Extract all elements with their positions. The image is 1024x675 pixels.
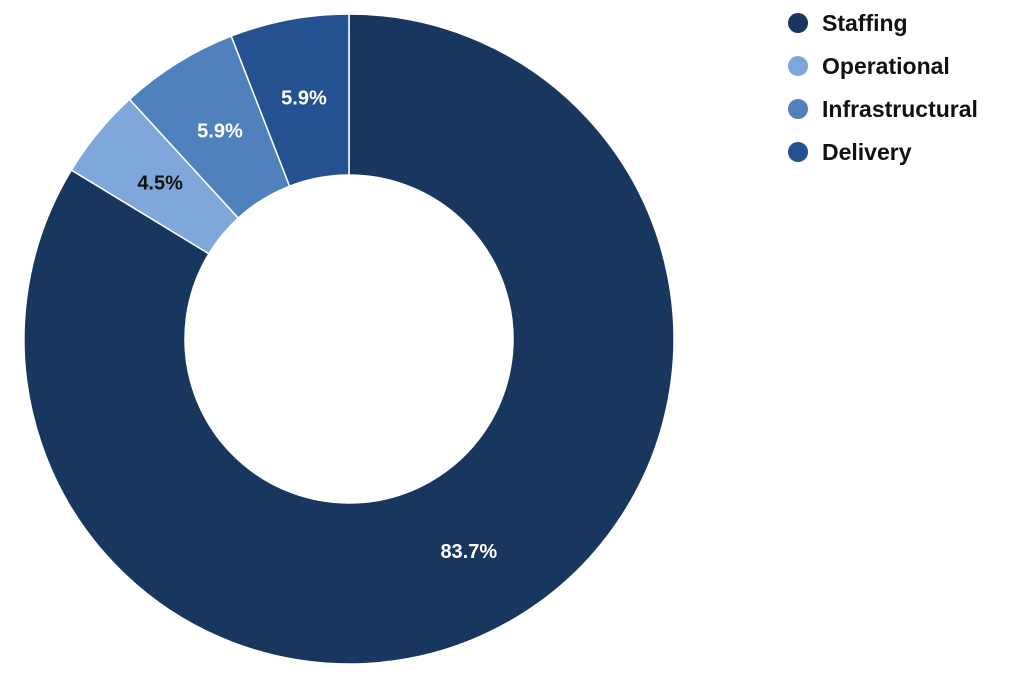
legend-swatch-infrastructural — [788, 99, 808, 119]
legend-label-infrastructural: Infrastructural — [822, 95, 978, 122]
legend-label-staffing: Staffing — [822, 9, 908, 36]
legend-swatch-operational — [788, 56, 808, 76]
slice-label-operational: 4.5% — [137, 173, 183, 195]
legend-item-delivery: Delivery — [788, 138, 978, 165]
slice-label-staffing: 83.7% — [440, 541, 497, 563]
legend-label-operational: Operational — [822, 52, 950, 79]
legend-item-operational: Operational — [788, 52, 978, 79]
legend-swatch-delivery — [788, 142, 808, 162]
chart-legend: Staffing Operational Infrastructural Del… — [788, 9, 978, 184]
slice-delivery — [230, 13, 350, 188]
legend-label-delivery: Delivery — [822, 138, 912, 165]
slice-label-infrastructural: 5.9% — [197, 120, 243, 142]
legend-item-staffing: Staffing — [788, 9, 978, 36]
slice-label-delivery: 5.9% — [281, 88, 327, 110]
donut-chart: 83.7% 4.5% 5.9% 5.9% — [23, 13, 675, 665]
legend-swatch-staffing — [788, 13, 808, 33]
slice-staffing — [23, 13, 675, 665]
legend-item-infrastructural: Infrastructural — [788, 95, 978, 122]
